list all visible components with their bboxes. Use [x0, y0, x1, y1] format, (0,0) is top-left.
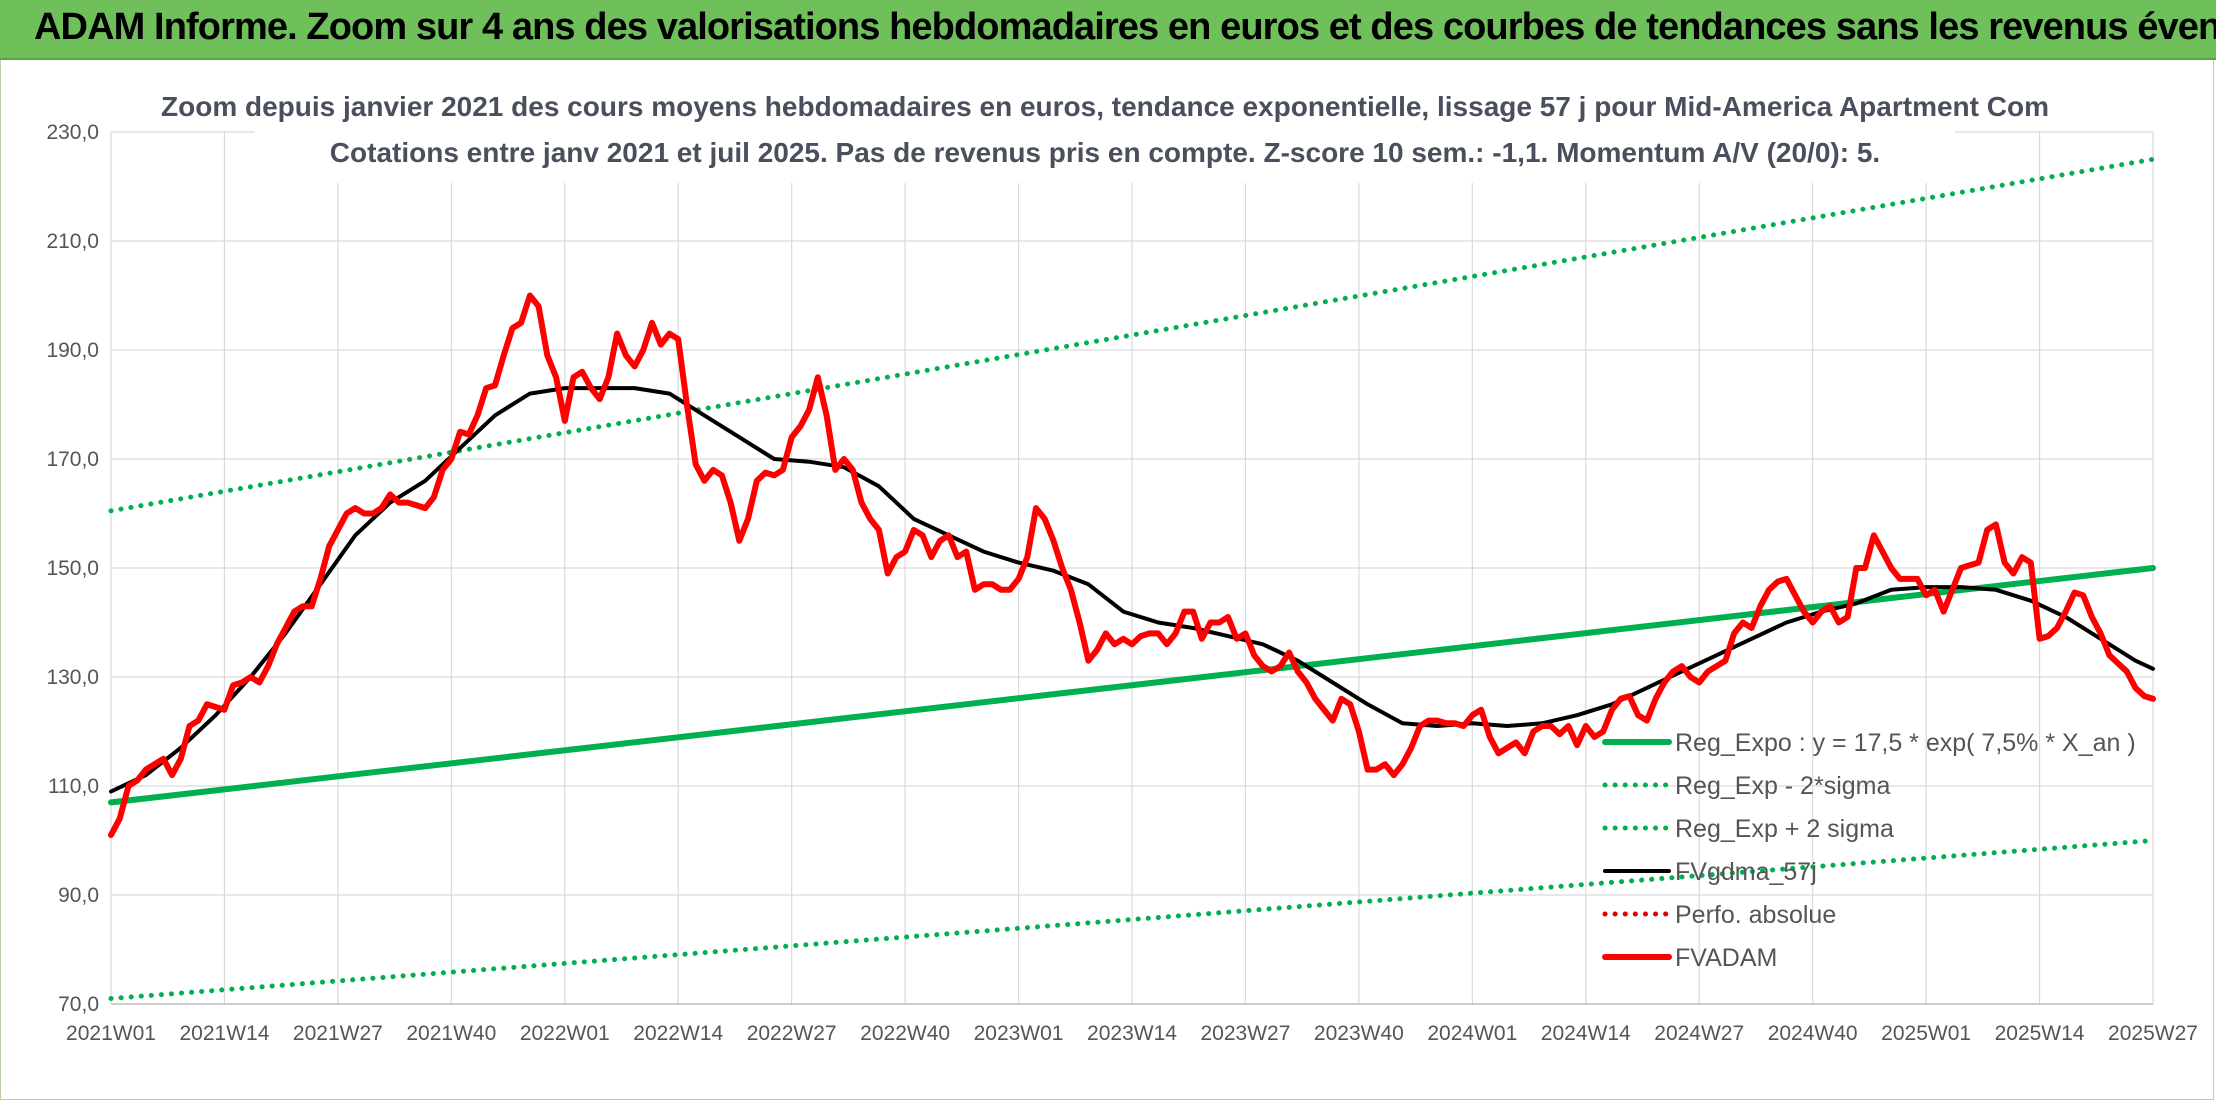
- x-axis-ticks: 2021W01 2021W14 2021W27 2021W40 2022W01 2022W…: [66, 1022, 2198, 1045]
- x-tick-label: 2024W01: [1427, 1022, 1517, 1045]
- y-tick-label: 70,0: [58, 993, 99, 1016]
- chart-title-block: Zoom depuis janvier 2021 des cours moyen…: [161, 83, 2049, 183]
- chart-legend: Reg_Expo : y = 17,5 * exp( 7,5% * X_an )…: [1602, 729, 2136, 972]
- x-tick-label: 2022W01: [520, 1022, 610, 1045]
- series-reg-expo-line: [108, 565, 2156, 806]
- line-chart: 70,0 90,0 110,0 130,0 150,0 170,0 190,0 210,0 23…: [46, 83, 2198, 1045]
- y-tick-label: 150,0: [46, 557, 99, 580]
- x-tick-label: 2023W27: [1200, 1022, 1290, 1045]
- y-tick-label: 130,0: [46, 666, 99, 689]
- chart-series: [108, 156, 2156, 1001]
- x-tick-label: 2021W14: [179, 1022, 269, 1045]
- legend-label: Reg_Expo : y = 17,5 * exp( 7,5% * X_an ): [1675, 729, 2136, 757]
- x-tick-label: 2022W40: [860, 1022, 950, 1045]
- y-tick-label: 90,0: [58, 884, 99, 907]
- chart-title-line1: Zoom depuis janvier 2021 des cours moyen…: [161, 91, 2049, 122]
- chart-title-line2: Cotations entre janv 2021 et juil 2025. …: [330, 137, 1880, 168]
- legend-label: FVgdma_57j: [1675, 858, 1817, 886]
- x-tick-label: 2025W14: [1995, 1022, 2085, 1045]
- header-banner: ADAM Informe. Zoom sur 4 ans des valoris…: [0, 0, 2216, 60]
- page-title: ADAM Informe. Zoom sur 4 ans des valoris…: [34, 6, 2216, 48]
- legend-label: Perfo. absolue: [1675, 901, 1836, 929]
- x-tick-label: 2022W14: [633, 1022, 723, 1045]
- y-tick-label: 110,0: [48, 775, 99, 798]
- x-tick-label: 2024W14: [1541, 1022, 1631, 1045]
- x-tick-label: 2021W01: [66, 1022, 156, 1045]
- y-tick-label: 230,0: [46, 121, 99, 144]
- x-tick-label: 2021W40: [406, 1022, 496, 1045]
- y-axis-ticks: 70,0 90,0 110,0 130,0 150,0 170,0 190,0 210,0 23…: [46, 121, 99, 1016]
- legend-label: FVADAM: [1675, 944, 1777, 972]
- y-tick-label: 190,0: [46, 339, 99, 362]
- series-fvadam-line: [108, 292, 2156, 838]
- x-tick-label: 2023W14: [1087, 1022, 1177, 1045]
- x-tick-label: 2023W40: [1314, 1022, 1404, 1045]
- x-tick-label: 2024W40: [1768, 1022, 1858, 1045]
- y-tick-label: 170,0: [46, 448, 99, 471]
- y-tick-label: 210,0: [46, 230, 99, 253]
- series-reg-minus-2sigma-line: [108, 838, 2156, 1001]
- legend-label: Reg_Exp - 2*sigma: [1675, 772, 1890, 800]
- chart-gridlines: [110, 131, 2154, 1005]
- legend-label: Reg_Exp + 2 sigma: [1675, 815, 1894, 843]
- x-tick-label: 2024W27: [1654, 1022, 1744, 1045]
- x-tick-label: 2025W01: [1881, 1022, 1971, 1045]
- x-tick-label: 2023W01: [974, 1022, 1064, 1045]
- x-tick-label: 2022W27: [747, 1022, 837, 1045]
- x-tick-label: 2025W27: [2108, 1022, 2198, 1045]
- title-background: [255, 83, 1955, 183]
- x-tick-label: 2021W27: [293, 1022, 383, 1045]
